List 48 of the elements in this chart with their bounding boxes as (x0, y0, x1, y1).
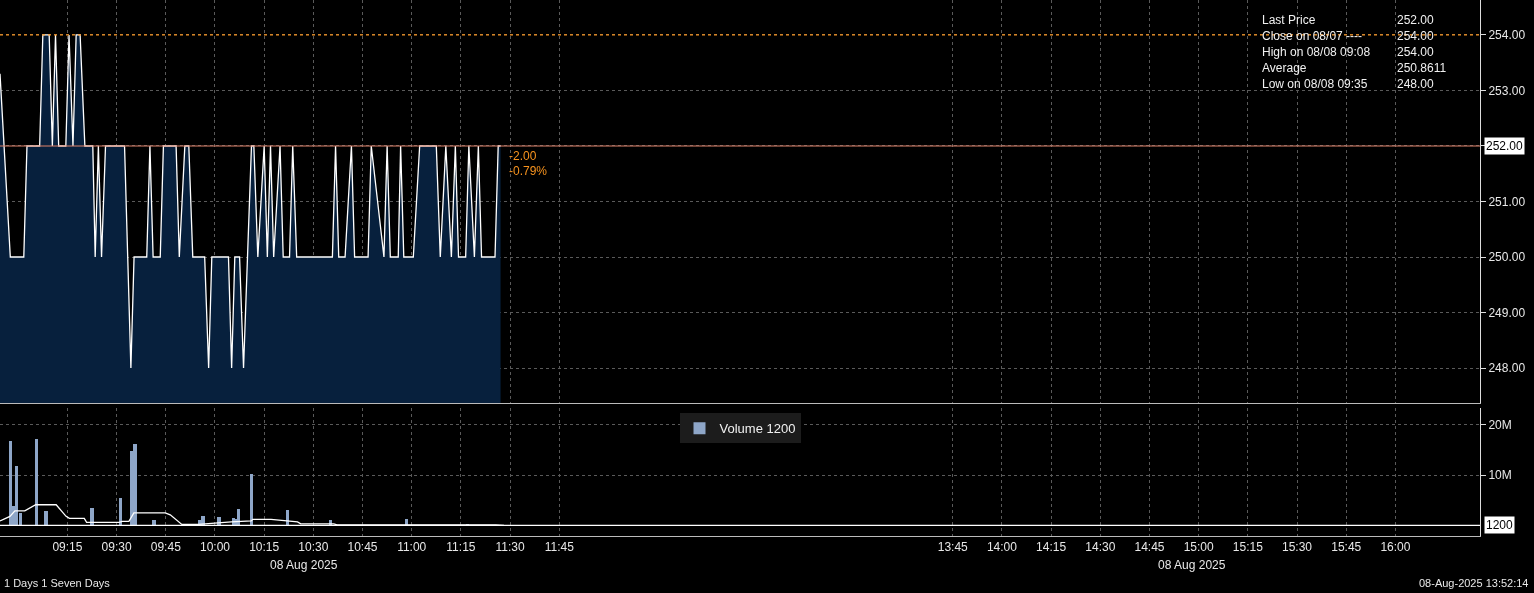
x-tick-label: 14:15 (1036, 540, 1067, 555)
y-tick-label: 250.00 (1488, 250, 1526, 265)
x-tick-label: 11:45 (544, 540, 575, 555)
annotation: 254.00 (1397, 45, 1435, 59)
x-tick-label: 15:30 (1282, 540, 1313, 555)
annotation: 250.8611 (1397, 61, 1447, 75)
annotation: High on 08/08 09:08 (1262, 45, 1371, 59)
x-tick-label: 09:30 (101, 540, 132, 555)
y-tick-label: 248.00 (1488, 361, 1526, 376)
y-tick-label: 251.00 (1488, 194, 1526, 209)
y-tick-label: 20M (1488, 417, 1512, 432)
annotation: Last Price (1262, 13, 1316, 27)
x-tick-label: 15:45 (1331, 540, 1362, 555)
ref-line-label: 252.00 (1486, 139, 1524, 153)
annotation: -0.79% (509, 164, 548, 178)
x-tick-label: 11:00 (397, 540, 427, 555)
annotation: Low on 08/08 09:35 (1262, 77, 1368, 91)
x-tick-label: 14:30 (1085, 540, 1116, 555)
x-tick-label: 10:00 (199, 540, 231, 555)
annotation: Average (1262, 61, 1307, 75)
x-tick-label: 13:45 (937, 540, 969, 555)
annotation: 248.00 (1397, 77, 1435, 91)
x-tick-label: 11:30 (495, 540, 525, 555)
legend-label: Volume 1200 (719, 421, 796, 437)
x-tick-label: 11:15 (446, 540, 476, 555)
x-tick-label: 15:00 (1183, 540, 1214, 555)
x-tick-label: 10:45 (347, 540, 378, 555)
ref-line-label: 1200 (1486, 518, 1514, 532)
x-tick-label: 15:15 (1232, 540, 1264, 555)
y-tick-label: 254.00 (1488, 28, 1526, 43)
x-axis-title: 08 Aug 2025 (270, 558, 338, 572)
annotation: 254.00 (1397, 29, 1435, 43)
x-tick-label: 10:15 (249, 540, 280, 555)
x-tick-label: 14:45 (1134, 540, 1165, 555)
annotation: Close on 08/07 ---- (1262, 29, 1363, 43)
x-tick-label: 10:30 (298, 540, 329, 555)
text: 1 Days 1 Seven Days (4, 577, 111, 589)
x-tick-label: 16:00 (1380, 540, 1411, 555)
annotation: -2.00 (509, 149, 537, 163)
x-tick-label: 09:45 (150, 540, 182, 555)
text: 08 Aug 2025 (1158, 558, 1226, 572)
x-tick-label: 09:15 (52, 540, 83, 555)
y-tick-label: 253.00 (1488, 83, 1526, 98)
text: 08-Aug-2025 13:52:14 (1419, 577, 1529, 589)
annotation: 252.00 (1397, 13, 1435, 27)
y-tick-label: 249.00 (1488, 305, 1526, 320)
y-tick-label: 10M (1488, 468, 1512, 483)
x-tick-label: 14:00 (986, 540, 1018, 555)
